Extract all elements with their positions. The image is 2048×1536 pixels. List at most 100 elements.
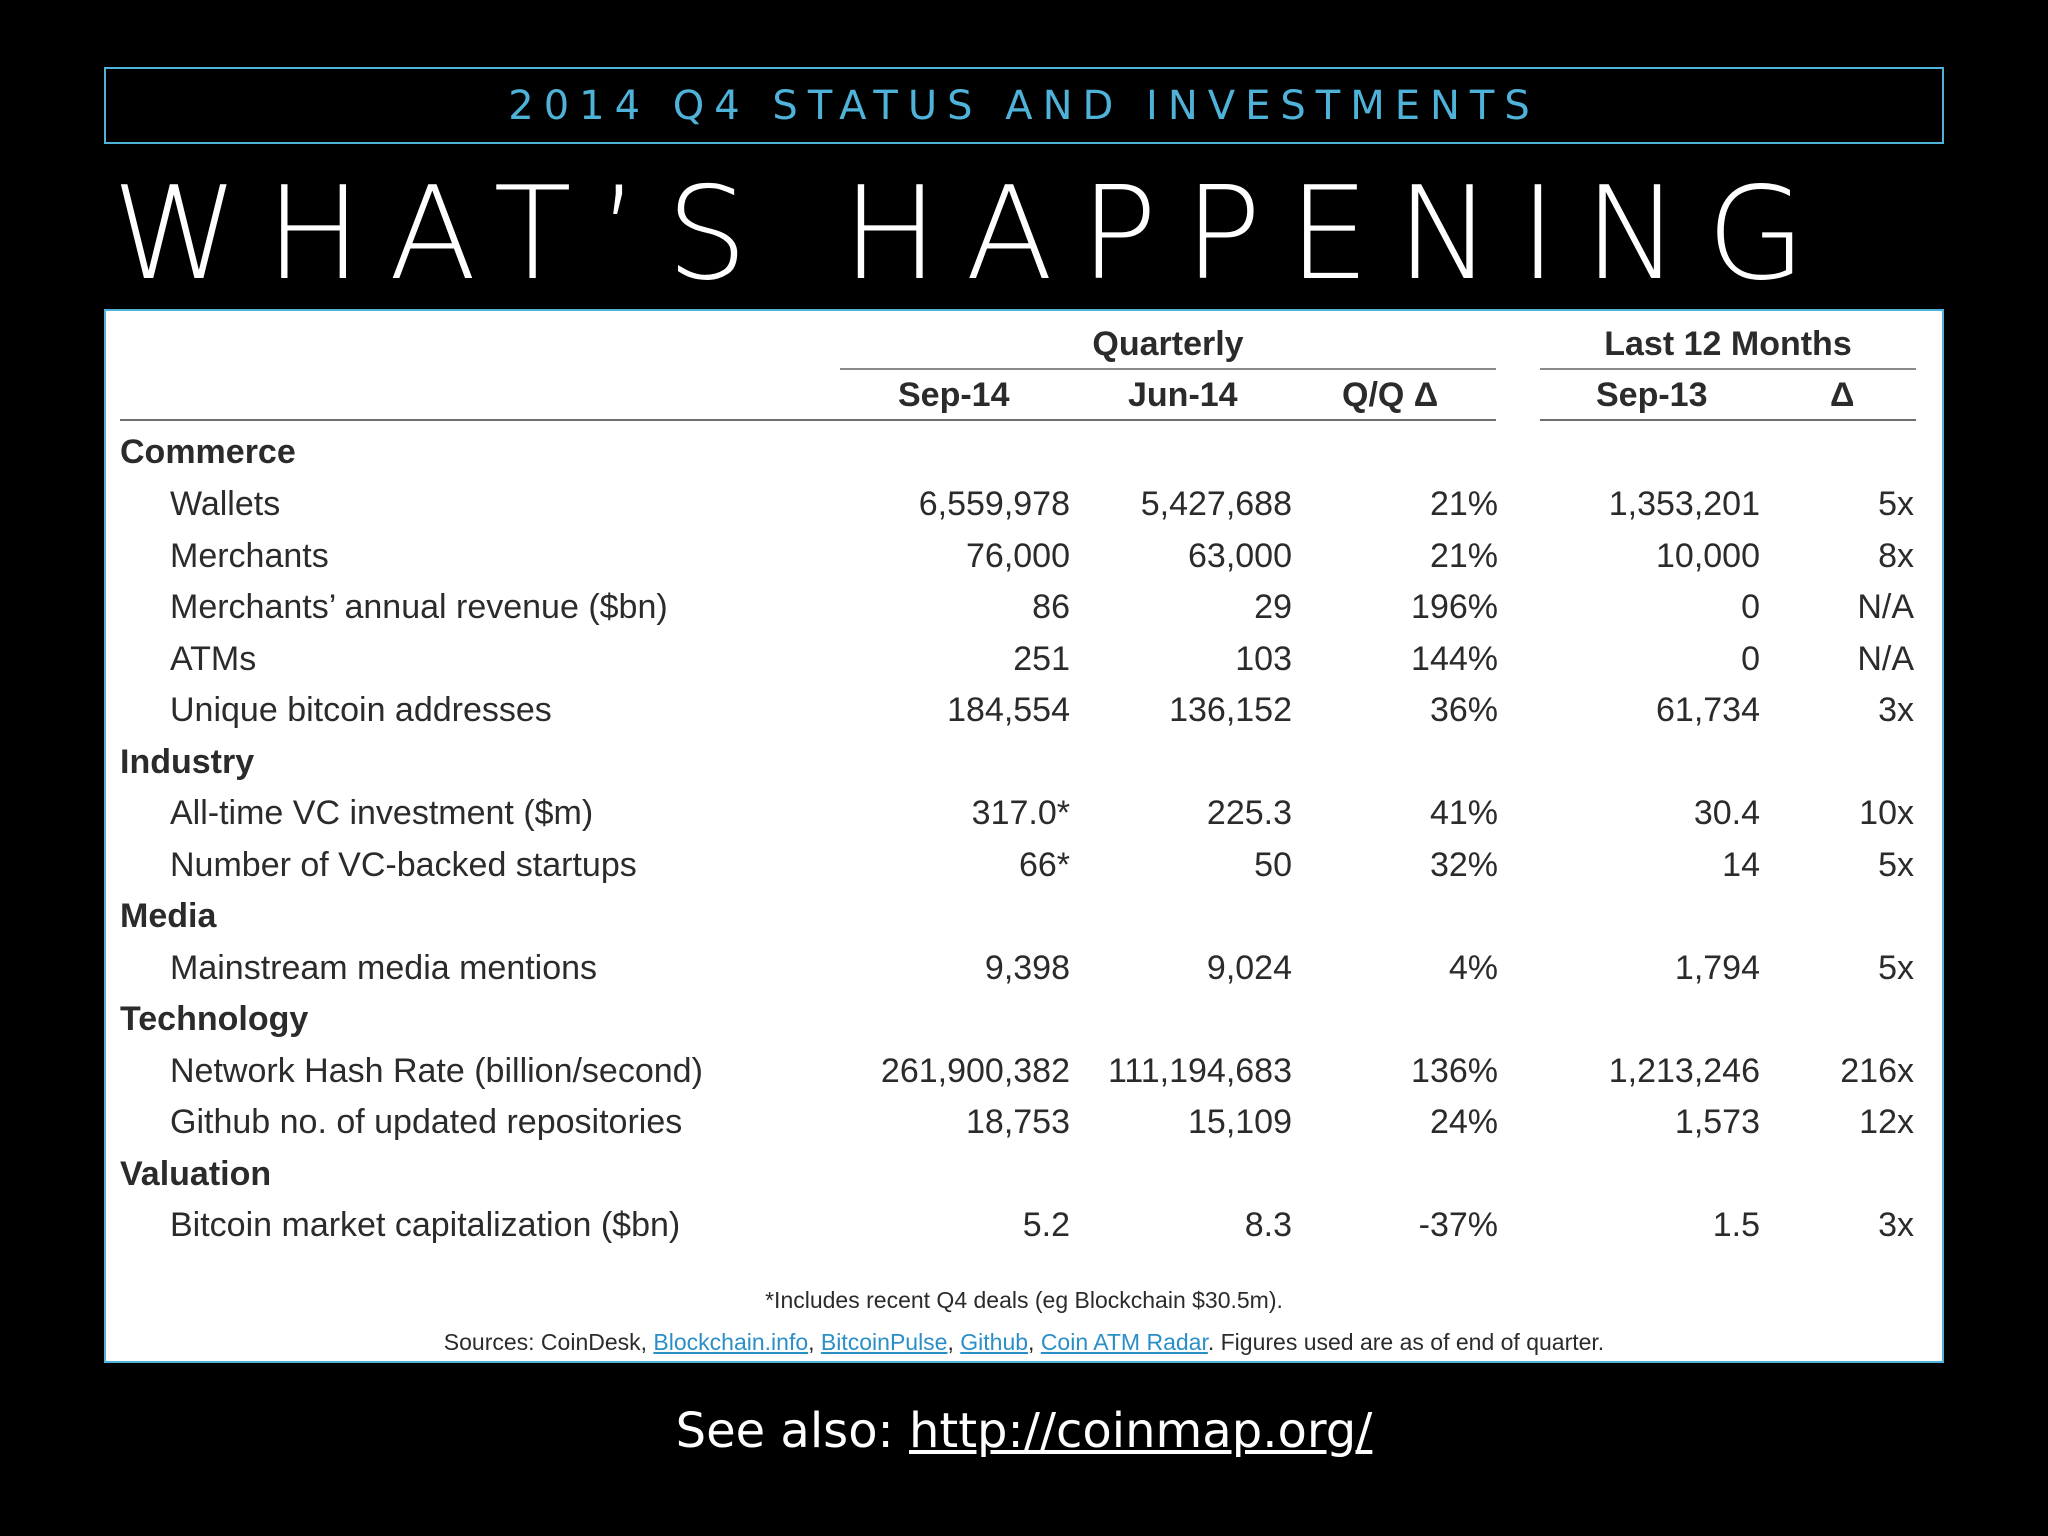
table-row: Bitcoin market capitalization ($bn) 5.2 … [106, 1200, 1942, 1250]
source-link-bitcoinpulse[interactable]: BitcoinPulse [820, 1329, 948, 1355]
cell-jun14: 15,109 [1188, 1103, 1292, 1141]
cell-delta: 12x [1859, 1103, 1914, 1141]
cell-qq-delta: 196% [1411, 588, 1498, 626]
cell-delta: 3x [1878, 691, 1914, 729]
coinmap-link[interactable]: http://coinmap.org/ [908, 1403, 1373, 1459]
row-label: Mainstream media mentions [170, 949, 598, 987]
cell-qq-delta: 32% [1429, 846, 1498, 884]
footnote: *Includes recent Q4 deals (eg Blockchain… [765, 1287, 1283, 1313]
cell-jun14: 50 [1254, 846, 1292, 884]
table-row: All-time VC investment ($m) 317.0* 225.3… [106, 788, 1942, 838]
cell-sep13: 1,573 [1674, 1103, 1760, 1141]
source-link-blockchain[interactable]: Blockchain.info [653, 1329, 809, 1355]
source-link-github[interactable]: Github [960, 1329, 1029, 1355]
cell-sep14: 86 [1032, 588, 1070, 626]
sources-prefix: Sources: CoinDesk, [443, 1329, 654, 1355]
cell-sep13: 1,353,201 [1608, 485, 1760, 523]
section-row-commerce: Commerce [106, 427, 1942, 477]
table-row: Merchants’ annual revenue ($bn) 86 29 19… [106, 582, 1942, 632]
cell-delta: 5x [1878, 485, 1914, 523]
cell-sep13: 1,794 [1674, 949, 1760, 987]
cell-qq-delta: 41% [1429, 794, 1498, 832]
cell-jun14: 103 [1235, 640, 1292, 678]
section-row-media: Media [106, 891, 1942, 941]
header-rule-left [120, 419, 1496, 421]
table-row: Mainstream media mentions 9,398 9,024 4%… [106, 943, 1942, 993]
cell-sep13: 14 [1722, 846, 1760, 884]
column-header-sep13: Sep-13 [1596, 376, 1708, 414]
cell-qq-delta: 36% [1429, 691, 1498, 729]
cell-qq-delta: 144% [1411, 640, 1498, 678]
table-row: ATMs 251 103 144% 0 N/A [106, 634, 1942, 684]
header-rule-right [1540, 419, 1916, 421]
cell-sep14: 184,554 [947, 691, 1070, 729]
cell-delta: 5x [1878, 949, 1914, 987]
section-title: Commerce [120, 433, 296, 471]
table-row: Number of VC-backed startups 66* 50 32% … [106, 840, 1942, 890]
cell-jun14: 136,152 [1169, 691, 1292, 729]
cell-jun14: 111,194,683 [1107, 1052, 1292, 1090]
cell-sep14: 66* [1018, 846, 1070, 884]
section-title: Valuation [120, 1155, 272, 1193]
row-label: Bitcoin market capitalization ($bn) [170, 1206, 681, 1244]
column-header-qq-delta: Q/Q Δ [1342, 376, 1439, 414]
see-also-line: See also: http://coinmap.org/ [0, 1403, 2048, 1459]
table-row: Wallets 6,559,978 5,427,688 21% 1,353,20… [106, 479, 1942, 529]
row-label: ATMs [170, 640, 257, 678]
cell-sep13: 61,734 [1656, 691, 1760, 729]
cell-qq-delta: 21% [1429, 485, 1498, 523]
page-title: WHAT’S HAPPENING [112, 160, 1833, 309]
row-label: Number of VC-backed startups [170, 846, 637, 884]
cell-delta: N/A [1857, 640, 1914, 678]
group-header-last12: Last 12 Months [1604, 325, 1852, 363]
source-link-coin-atm-radar[interactable]: Coin ATM Radar [1040, 1329, 1208, 1355]
stats-table: Quarterly Last 12 Months Sep-14 Jun-14 Q… [104, 309, 1944, 1363]
section-row-industry: Industry [106, 737, 1942, 787]
row-label: Merchants [170, 537, 329, 575]
group-header-quarterly: Quarterly [1092, 325, 1244, 363]
cell-qq-delta: -37% [1418, 1206, 1498, 1244]
cell-delta: 216x [1840, 1052, 1914, 1090]
cell-sep13: 10,000 [1656, 537, 1760, 575]
sources-separator: , [1028, 1329, 1041, 1355]
cell-delta: 8x [1878, 537, 1914, 575]
cell-delta: N/A [1857, 588, 1914, 626]
section-row-valuation: Valuation [106, 1149, 1942, 1199]
column-header-jun14: Jun-14 [1128, 376, 1238, 414]
table-row: Network Hash Rate (billion/second) 261,9… [106, 1046, 1942, 1096]
group-rule-last12 [1540, 368, 1916, 370]
cell-sep14: 18,753 [966, 1103, 1070, 1141]
cell-sep14: 251 [1013, 640, 1070, 678]
cell-delta: 5x [1878, 846, 1914, 884]
cell-delta: 3x [1878, 1206, 1914, 1244]
section-title: Media [120, 897, 217, 935]
cell-qq-delta: 4% [1448, 949, 1498, 987]
cell-jun14: 5,427,688 [1140, 485, 1292, 523]
cell-jun14: 29 [1254, 588, 1292, 626]
cell-sep13: 0 [1741, 640, 1760, 678]
cell-sep14: 9,398 [984, 949, 1070, 987]
cell-sep13: 30.4 [1693, 794, 1760, 832]
cell-qq-delta: 24% [1429, 1103, 1498, 1141]
group-rule-quarterly [840, 368, 1496, 370]
subtitle-text: 2014 Q4 STATUS AND INVESTMENTS [508, 82, 1540, 129]
cell-jun14: 8.3 [1244, 1206, 1292, 1244]
table-row: Github no. of updated repositories 18,75… [106, 1097, 1942, 1147]
table-row: Unique bitcoin addresses 184,554 136,152… [106, 685, 1942, 735]
cell-jun14: 63,000 [1188, 537, 1292, 575]
column-header-sep14: Sep-14 [898, 376, 1010, 414]
row-label: Github no. of updated repositories [170, 1103, 683, 1141]
section-title: Technology [120, 1000, 309, 1038]
row-label: Network Hash Rate (billion/second) [170, 1052, 703, 1090]
cell-qq-delta: 136% [1411, 1052, 1498, 1090]
cell-sep13: 1,213,246 [1608, 1052, 1760, 1090]
cell-sep14: 317.0* [971, 794, 1070, 832]
cell-jun14: 225.3 [1206, 794, 1292, 832]
cell-jun14: 9,024 [1206, 949, 1292, 987]
section-title: Industry [120, 743, 255, 781]
sources-suffix: . Figures used are as of end of quarter. [1207, 1329, 1605, 1355]
cell-sep14: 6,559,978 [918, 485, 1070, 523]
sources-separator: , [808, 1329, 821, 1355]
row-label: Merchants’ annual revenue ($bn) [170, 588, 668, 626]
